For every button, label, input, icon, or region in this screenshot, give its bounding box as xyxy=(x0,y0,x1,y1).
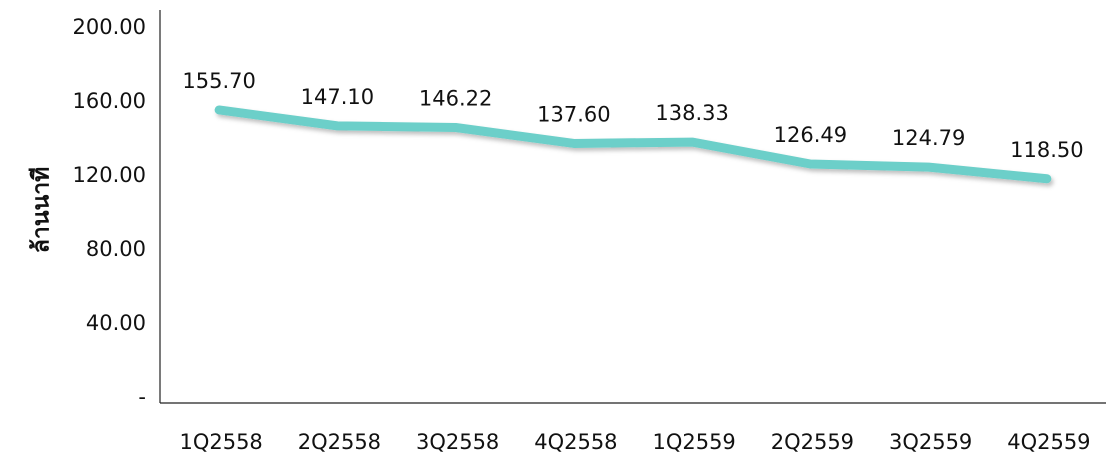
x-tick-label: 3Q2558 xyxy=(416,430,499,454)
x-tick-label: 4Q2558 xyxy=(534,430,617,454)
data-label: 138.33 xyxy=(655,101,728,125)
x-tick-label: 1Q2559 xyxy=(652,430,735,454)
y-tick-label: 120.00 xyxy=(73,163,146,187)
data-label: 155.70 xyxy=(182,69,255,93)
data-label: 126.49 xyxy=(774,123,847,147)
x-tick-label: 3Q2559 xyxy=(889,430,972,454)
data-label: 146.22 xyxy=(419,86,492,110)
y-tick-label: - xyxy=(138,385,146,409)
x-tick-label: 4Q2559 xyxy=(1007,430,1090,454)
y-tick-label: 40.00 xyxy=(86,311,146,335)
y-tick-label: 80.00 xyxy=(86,237,146,261)
x-tick-label: 1Q2558 xyxy=(179,430,262,454)
x-tick-label: 2Q2558 xyxy=(298,430,381,454)
y-axis-label: ล้านนาที xyxy=(29,167,55,254)
x-tick-label: 2Q2559 xyxy=(771,430,854,454)
data-label: 124.79 xyxy=(892,126,965,150)
y-tick-label: 160.00 xyxy=(73,89,146,113)
data-label: 118.50 xyxy=(1010,138,1083,162)
line xyxy=(214,105,1052,184)
y-tick-label: 200.00 xyxy=(73,15,146,39)
data-label: 147.10 xyxy=(301,85,374,109)
data-label: 137.60 xyxy=(537,102,610,126)
